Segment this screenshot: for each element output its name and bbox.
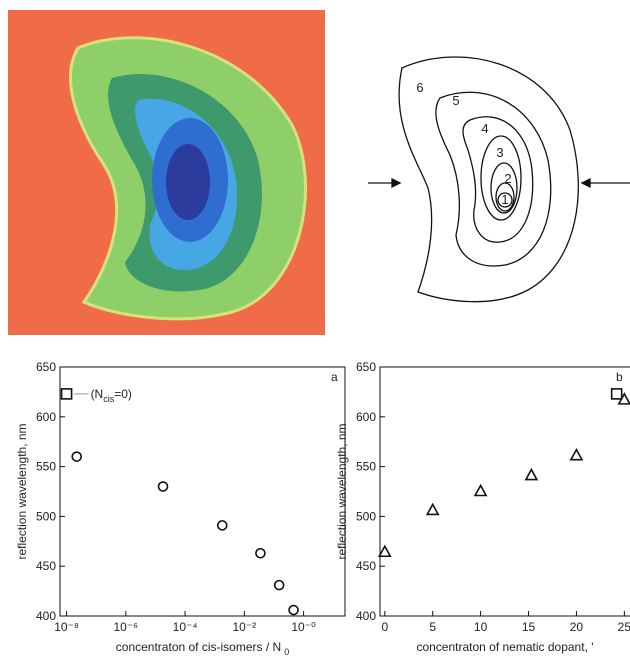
x-tick-label: 10⁻⁸ <box>54 620 79 634</box>
x-tick-label: 20 <box>570 620 584 634</box>
x-tick-label: 0 <box>381 620 388 634</box>
point <box>72 452 81 461</box>
x-axis-label-text: concentraton of cis-isomers / N <box>116 640 281 654</box>
y-axis-label: reflection wavelength, nm <box>335 423 349 559</box>
y-tick-label: 650 <box>36 360 56 374</box>
x-tick-label: 10⁻² <box>232 620 256 634</box>
plot-frame <box>380 367 630 616</box>
point <box>379 546 390 556</box>
contour-label: 2 <box>504 171 511 186</box>
y-tick-label: 500 <box>356 509 376 523</box>
y-tick-label: 450 <box>36 559 56 573</box>
panel-label: b <box>616 370 623 384</box>
y-tick-label: 600 <box>36 410 56 424</box>
x-axis-label: concentraton of nematic dopant, ' <box>416 640 593 654</box>
point <box>275 581 284 590</box>
y-tick-label: 400 <box>356 609 376 623</box>
point <box>256 549 265 558</box>
contour-label: 3 <box>496 145 503 160</box>
point <box>427 504 438 514</box>
y-tick-label: 450 <box>356 559 376 573</box>
x-tick-label: 10⁻⁰ <box>291 620 316 634</box>
x-tick-label: 10⁻⁴ <box>173 620 198 634</box>
color-map <box>8 10 325 335</box>
point <box>526 470 537 480</box>
y-tick-label: 650 <box>356 360 376 374</box>
panel-label: a <box>331 370 338 384</box>
point <box>159 482 168 491</box>
x-axis-label-text: concentraton of nematic dopant, ' <box>416 640 593 654</box>
annotation-tail: =0) <box>114 387 132 401</box>
point <box>475 486 486 496</box>
point <box>612 389 622 399</box>
y-tick-label: 550 <box>36 460 56 474</box>
x-tick-label: 15 <box>522 620 536 634</box>
plot-frame <box>60 367 345 616</box>
contour-diagram <box>368 57 630 302</box>
x-tick-label: 25 <box>618 620 630 634</box>
annotation-text: (N <box>91 387 104 401</box>
y-tick-label: 600 <box>356 410 376 424</box>
x-tick-label: 5 <box>429 620 436 634</box>
contour-label: 6 <box>416 80 423 95</box>
figure: 1 2 3 4 5 6 40045050055060065010⁻⁸10⁻⁶10… <box>0 0 630 664</box>
x-tick-label: 10 <box>474 620 488 634</box>
point <box>289 606 298 615</box>
contour-label: 5 <box>452 93 459 108</box>
annotation-sub: cis <box>103 394 114 404</box>
x-axis-label-sub: 0 <box>284 647 289 657</box>
y-axis-label: reflection wavelength, nm <box>15 423 29 559</box>
point <box>218 521 227 530</box>
y-tick-label: 550 <box>356 460 376 474</box>
point <box>571 450 582 460</box>
x-tick-label: 10⁻⁶ <box>114 620 139 634</box>
contour-label: 1 <box>501 192 508 207</box>
annotation: (Ncis=0) <box>91 387 132 404</box>
point <box>62 389 72 399</box>
y-tick-label: 500 <box>36 509 56 523</box>
contour-label: 4 <box>481 121 488 136</box>
